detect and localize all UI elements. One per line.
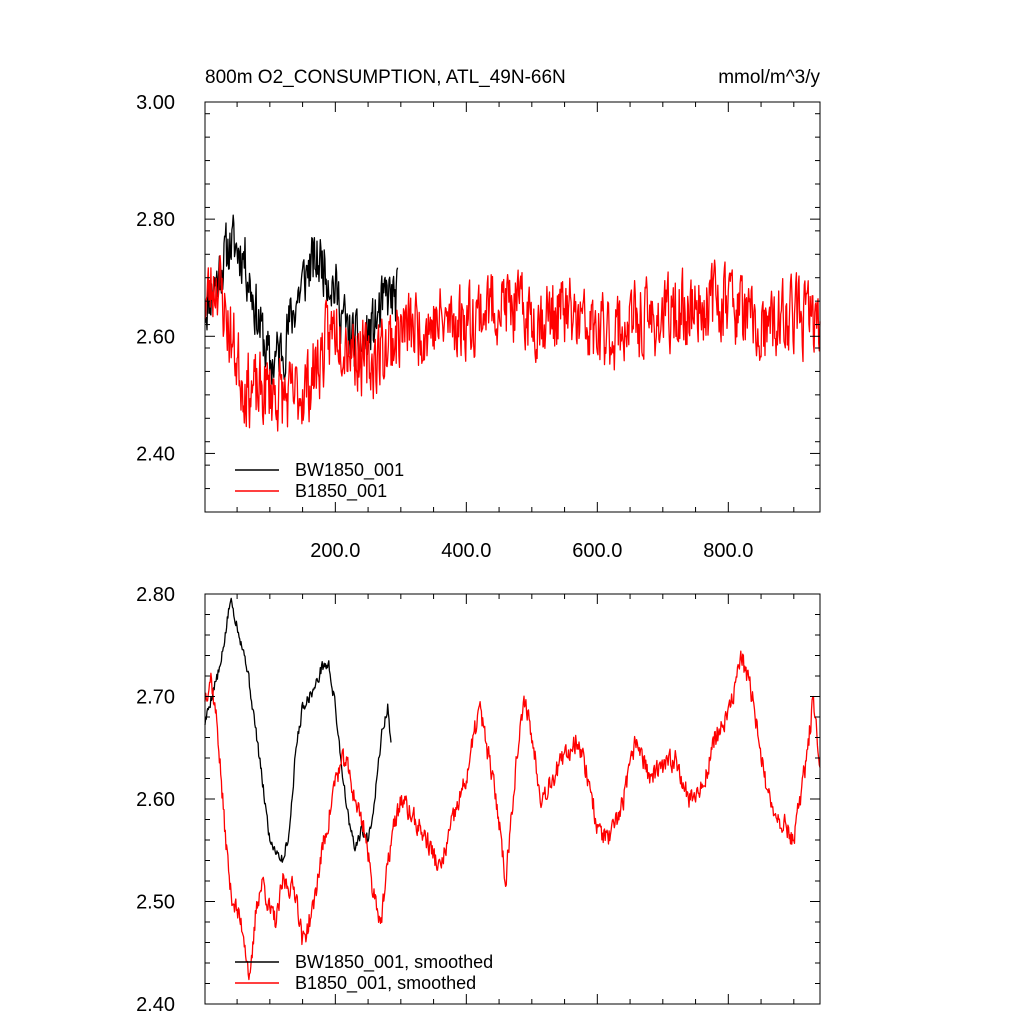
bottom-panel: 2.40 2.50 2.60 2.70 2.80 BW1850_001, smoothe… [136, 584, 821, 1016]
top-xtick-label: 600.0 [572, 540, 622, 562]
bottom-legend-label-1: B1850_001, smoothed [295, 973, 476, 994]
bottom-legend-label-0: BW1850_001, smoothed [295, 952, 493, 973]
top-panel: 800m O2_CONSUMPTION, ATL_49N-66N mmol/m^… [136, 67, 821, 562]
top-series-group [204, 214, 821, 432]
top-plot-frame [204, 101, 821, 513]
units-label: mmol/m^3/y [718, 67, 820, 88]
bottom-series-group [204, 597, 821, 981]
top-xtick-label: 800.0 [703, 540, 753, 562]
top-ytick-label: 2.40 [136, 443, 175, 465]
bottom-ytick-label: 2.80 [136, 584, 175, 606]
top-ytick-label: 2.60 [136, 326, 175, 348]
top-legend-label-1: B1850_001 [295, 481, 387, 502]
top-series-line-1 [204, 254, 821, 432]
bottom-plot-frame [204, 593, 821, 1005]
bottom-ytick-label: 2.50 [136, 892, 175, 914]
bottom-ytick-label: 2.60 [136, 789, 175, 811]
top-xtick-label: 200.0 [310, 540, 360, 562]
bottom-ytick-label: 2.70 [136, 687, 175, 709]
bottom-series-line-1 [204, 650, 821, 981]
chart-title: 800m O2_CONSUMPTION, ATL_49N-66N [205, 67, 566, 88]
bottom-axes-group: 2.40 2.50 2.60 2.70 2.80 [136, 584, 820, 1016]
top-legend-label-0: BW1850_001 [295, 460, 404, 481]
top-ytick-label: 2.80 [136, 209, 175, 231]
bottom-series-line-0 [204, 597, 392, 863]
top-ytick-label: 3.00 [136, 92, 175, 114]
bottom-ytick-label: 2.40 [136, 994, 175, 1016]
top-xtick-label: 400.0 [441, 540, 491, 562]
top-axes-group: 2.40 2.60 2.80 3.00 200.0 400.0 600.0 800.0 [136, 92, 820, 562]
